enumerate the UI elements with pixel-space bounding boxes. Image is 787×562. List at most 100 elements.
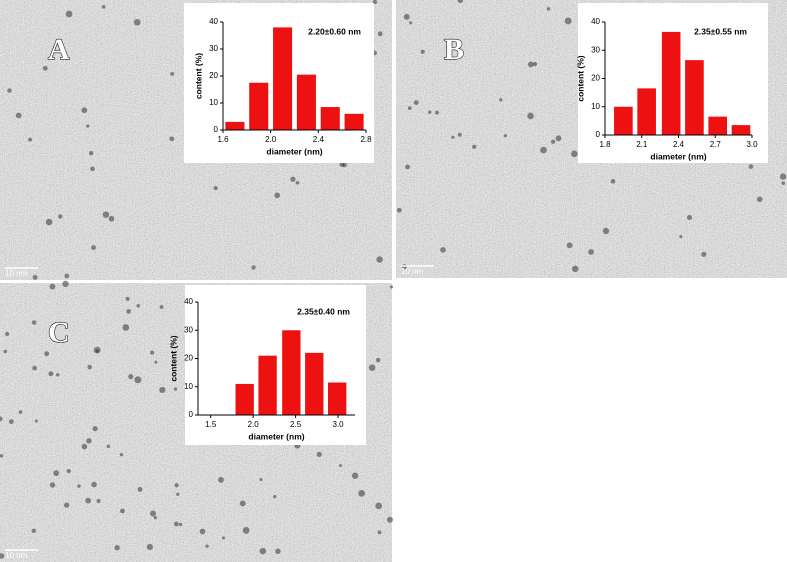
particle	[8, 419, 14, 425]
particle	[358, 489, 365, 497]
particle	[7, 88, 12, 93]
x-tick-label: 2.0	[248, 420, 260, 429]
bar	[637, 88, 656, 135]
particle	[137, 487, 143, 492]
particle	[405, 164, 410, 170]
particle	[259, 547, 267, 555]
particle	[588, 249, 594, 255]
x-tick-label: 2.7	[710, 140, 722, 149]
particle	[451, 135, 455, 139]
particle	[375, 357, 381, 363]
particle	[440, 247, 446, 253]
particle	[91, 245, 96, 250]
particle	[128, 374, 134, 380]
particle	[532, 61, 538, 67]
particle	[273, 494, 277, 499]
scale-bar-label: 10 nm	[401, 267, 424, 276]
bar	[258, 355, 277, 415]
particle	[64, 273, 70, 279]
particle	[610, 179, 616, 184]
y-tick-label: 0	[214, 125, 219, 134]
particle	[457, 0, 464, 3]
particle	[31, 528, 36, 534]
particle	[81, 107, 88, 114]
particle	[134, 376, 142, 384]
particle	[756, 196, 763, 203]
particle	[242, 527, 250, 534]
particle	[65, 10, 73, 18]
scale-bar-label: 10 nm	[5, 551, 28, 560]
particle	[66, 468, 71, 474]
particle	[178, 522, 183, 527]
y-tick-label: 20	[591, 74, 600, 83]
particle	[153, 515, 158, 520]
particle	[259, 478, 263, 482]
particle	[435, 110, 439, 115]
particle	[5, 331, 10, 337]
particle	[96, 498, 101, 503]
x-tick-label: 2.5	[290, 420, 302, 429]
particle	[49, 482, 56, 488]
particle	[527, 61, 534, 68]
particle	[339, 162, 345, 167]
particle	[251, 265, 256, 270]
particle	[176, 492, 180, 496]
particle	[239, 500, 246, 507]
y-tick-label: 30	[209, 44, 218, 53]
particle	[701, 251, 707, 257]
particle	[87, 364, 92, 370]
particle	[48, 371, 54, 377]
particle	[102, 211, 110, 218]
particle	[0, 454, 4, 458]
particle	[375, 502, 383, 510]
particle	[316, 451, 322, 457]
particle	[93, 346, 101, 354]
particle	[499, 98, 503, 102]
bar	[273, 27, 293, 130]
particle	[174, 483, 179, 488]
particle	[126, 309, 131, 314]
particle	[403, 13, 410, 20]
y-tick-label: 40	[184, 297, 193, 306]
particle	[62, 280, 69, 288]
scale-bar-label: 10 nm	[5, 269, 28, 278]
particle	[64, 502, 70, 508]
y-tick-label: 0	[596, 130, 601, 139]
bar	[614, 106, 633, 135]
bar	[296, 74, 316, 130]
particle	[781, 181, 786, 185]
x-axis-label: diameter (nm)	[266, 146, 322, 156]
particle	[31, 320, 37, 325]
particle	[101, 5, 106, 9]
particle	[339, 464, 343, 468]
x-tick-label: 1.8	[599, 140, 611, 149]
particle	[396, 207, 402, 213]
bar	[328, 382, 347, 415]
particle	[15, 112, 22, 119]
particle	[199, 528, 206, 535]
particle	[679, 235, 683, 239]
y-tick-label: 0	[189, 410, 194, 419]
panel-label: B	[444, 33, 464, 66]
x-tick-label: 1.5	[205, 420, 217, 429]
particle	[546, 7, 551, 11]
y-tick-label: 10	[591, 102, 600, 111]
particle	[149, 510, 156, 517]
panel-label: C	[48, 316, 70, 349]
x-tick-label: 3.0	[746, 140, 758, 149]
particle	[295, 181, 300, 185]
y-axis-label: content (%)	[575, 55, 585, 101]
particle	[351, 472, 359, 479]
bar	[731, 125, 751, 135]
particle	[122, 324, 130, 331]
particle	[566, 242, 573, 249]
particle	[44, 351, 50, 357]
particle	[407, 106, 412, 111]
y-tick-label: 40	[591, 17, 600, 26]
particle	[173, 387, 178, 391]
bar	[282, 330, 301, 415]
particle	[386, 516, 393, 523]
particle	[213, 186, 218, 191]
particle	[55, 373, 60, 377]
